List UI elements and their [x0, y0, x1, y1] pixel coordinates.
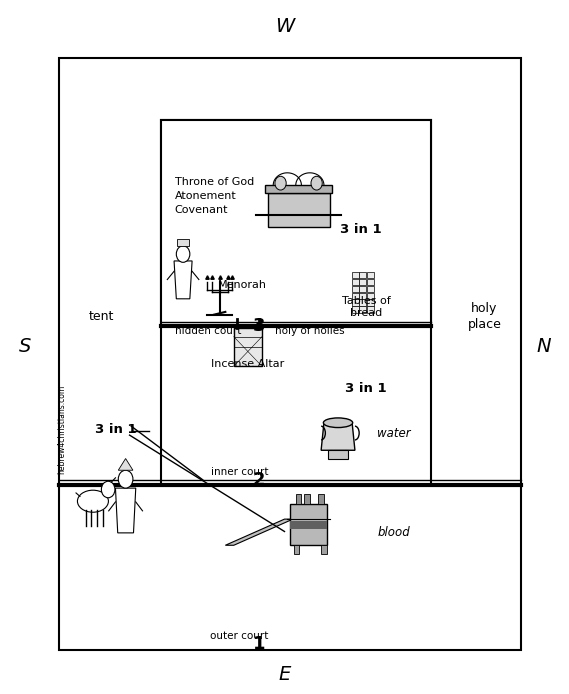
- Circle shape: [311, 176, 322, 190]
- Text: Incense Altar: Incense Altar: [211, 359, 284, 369]
- Text: W: W: [275, 17, 294, 36]
- Text: 3 in 1: 3 in 1: [340, 223, 381, 237]
- Circle shape: [118, 471, 133, 488]
- Bar: [360, 300, 366, 305]
- Text: holy of holies: holy of holies: [275, 326, 345, 336]
- Bar: [304, 493, 310, 504]
- Bar: [290, 504, 327, 545]
- Bar: [360, 286, 366, 292]
- Text: E: E: [278, 665, 291, 684]
- Text: Menorah: Menorah: [218, 280, 267, 290]
- Polygon shape: [118, 459, 133, 471]
- Text: S: S: [19, 337, 31, 357]
- Bar: [367, 300, 373, 305]
- Bar: [59, 58, 521, 650]
- Bar: [367, 279, 373, 285]
- Polygon shape: [116, 488, 136, 533]
- Bar: [352, 293, 359, 299]
- Text: Tables of
bread: Tables of bread: [342, 296, 390, 319]
- Bar: [360, 279, 366, 285]
- Text: 3: 3: [253, 317, 265, 335]
- Circle shape: [275, 176, 286, 190]
- Bar: [178, 239, 189, 246]
- Polygon shape: [321, 423, 355, 450]
- Bar: [367, 293, 373, 299]
- Text: hidden court: hidden court: [175, 326, 242, 336]
- Bar: [294, 545, 299, 554]
- Bar: [318, 493, 324, 504]
- Bar: [267, 194, 329, 226]
- Bar: [296, 493, 302, 504]
- Ellipse shape: [77, 490, 109, 512]
- Polygon shape: [225, 519, 293, 545]
- Bar: [352, 286, 359, 292]
- Bar: [352, 279, 359, 285]
- Bar: [360, 306, 366, 312]
- Text: 3 in 1: 3 in 1: [94, 423, 137, 436]
- Text: holy
place: holy place: [468, 301, 501, 330]
- Bar: [367, 306, 373, 312]
- Bar: [367, 272, 373, 278]
- Bar: [367, 286, 373, 292]
- Text: 3 in 1: 3 in 1: [345, 382, 387, 395]
- Text: outer court: outer court: [210, 631, 269, 641]
- Bar: [360, 272, 366, 278]
- Text: tent: tent: [89, 310, 114, 323]
- Text: 2: 2: [253, 471, 265, 489]
- Circle shape: [176, 246, 190, 262]
- Bar: [234, 328, 262, 366]
- Bar: [360, 293, 366, 299]
- Text: inner court: inner court: [211, 467, 268, 477]
- Bar: [160, 120, 431, 326]
- Text: hebrew4christians.com: hebrew4christians.com: [57, 385, 67, 474]
- Bar: [160, 120, 431, 484]
- Polygon shape: [174, 261, 192, 299]
- Bar: [290, 521, 327, 530]
- Bar: [352, 300, 359, 305]
- Text: blood: blood: [377, 526, 410, 539]
- Bar: [328, 450, 348, 459]
- Bar: [352, 306, 359, 312]
- Bar: [321, 545, 327, 554]
- Circle shape: [101, 481, 115, 498]
- Bar: [265, 185, 332, 194]
- Text: 1: 1: [253, 636, 265, 654]
- Bar: [352, 272, 359, 278]
- Text: N: N: [537, 337, 551, 357]
- Text: Throne of God
Atonement
Covenant: Throne of God Atonement Covenant: [175, 176, 254, 214]
- Text: water: water: [377, 427, 411, 439]
- Ellipse shape: [323, 418, 353, 428]
